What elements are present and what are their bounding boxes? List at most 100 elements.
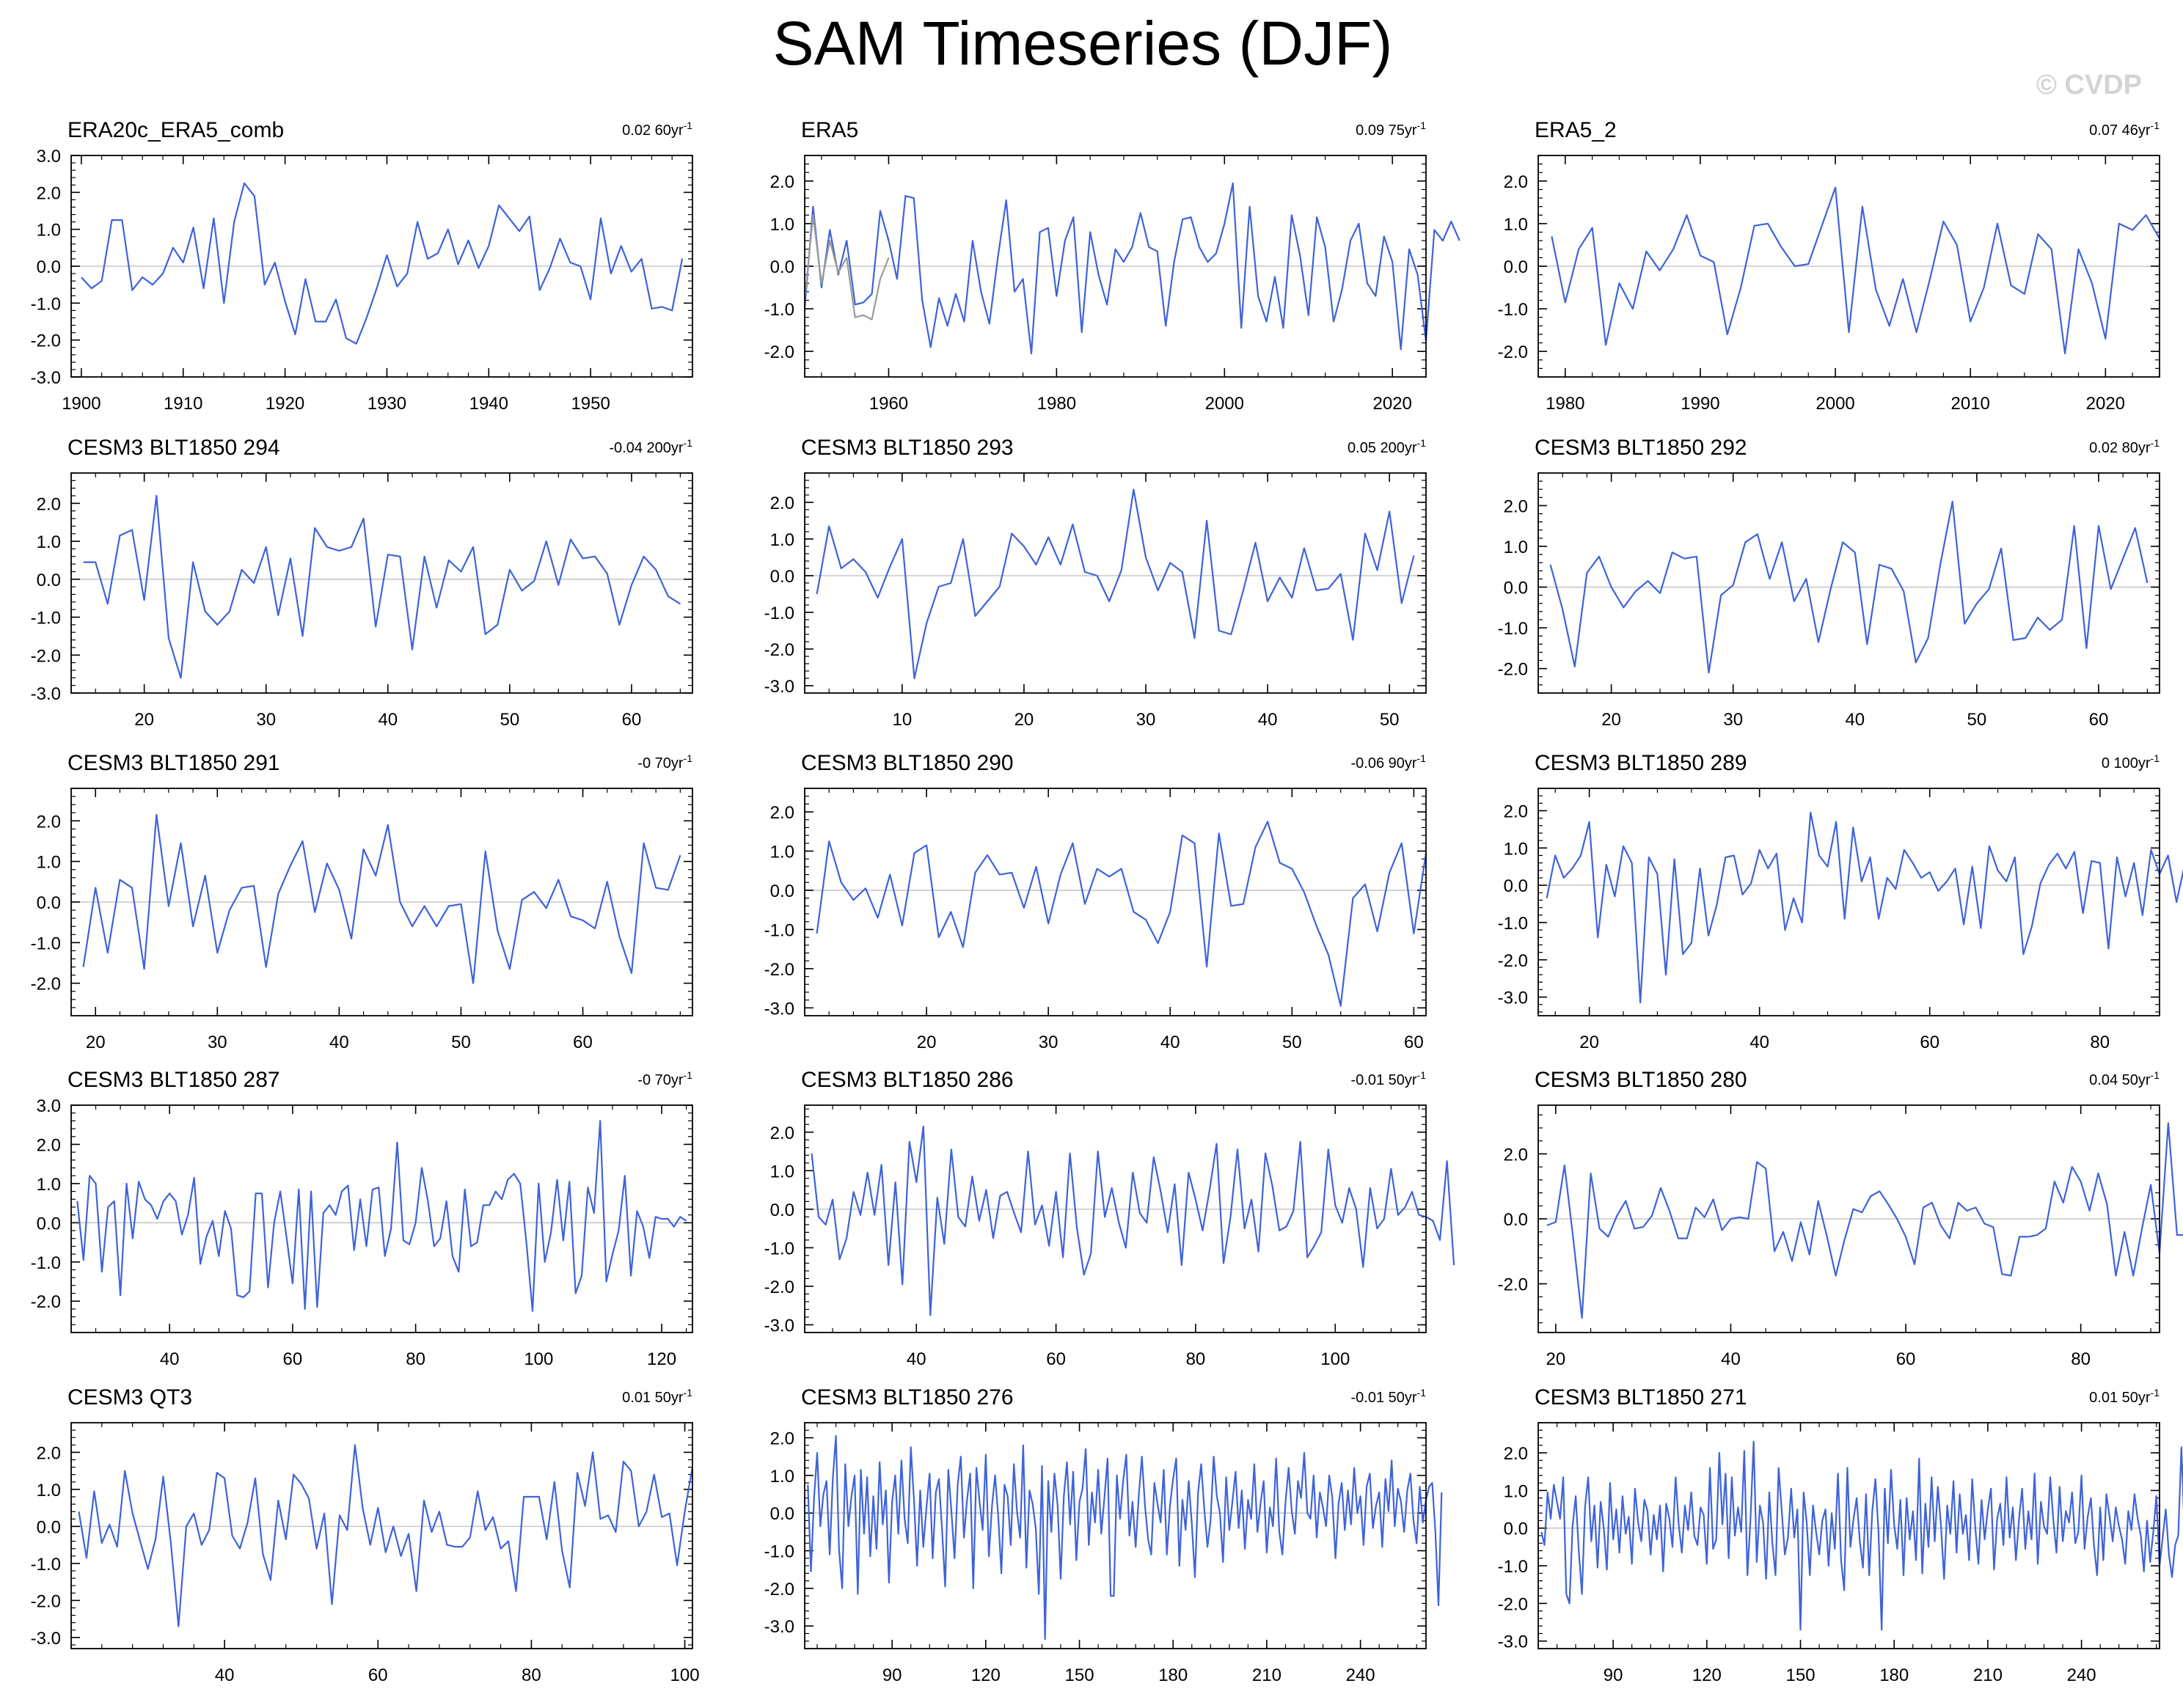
x-tick-label: 40: [1258, 710, 1278, 730]
panel-6: CESM3 BLT1850 292 0.02 80yr-1 -2.0 -1.0 0.0 1…: [1498, 436, 2160, 730]
x-tick-label: 20: [1579, 1033, 1599, 1052]
y-tick-label: 0.0: [37, 1517, 61, 1537]
y-tick-label: 1.0: [1504, 538, 1528, 557]
y-tick-label: 0.0: [770, 1201, 794, 1220]
x-tick-label: 50: [1967, 710, 1987, 730]
x-tick-label: 2000: [1205, 394, 1244, 414]
panel-2: ERA5 0.09 75yr-1 -2.0 -1.0 0.0 1.0 2.0 1960 1980…: [764, 118, 1460, 414]
y-tick-label: 1.0: [1504, 1481, 1528, 1501]
y-tick-label: 2.0: [37, 1135, 61, 1155]
x-tick-label: 1930: [368, 394, 406, 414]
x-tick-label: 20: [1546, 1349, 1566, 1369]
x-tick-label: 100: [524, 1349, 553, 1369]
plot-frame: [70, 155, 693, 378]
y-tick-label: 2.0: [37, 812, 61, 832]
y-tick-label: -2.0: [1498, 951, 1528, 971]
x-tick-label: 20: [134, 710, 154, 730]
y-tick-label: 1.0: [1504, 215, 1528, 235]
x-tick-label: 80: [406, 1349, 425, 1369]
x-tick-label: 120: [1692, 1665, 1722, 1685]
y-tick-label: 0.0: [770, 257, 794, 277]
y-tick-label: 0.0: [37, 571, 61, 590]
y-tick-label: 1.0: [37, 221, 61, 241]
x-tick-label: 60: [368, 1665, 388, 1685]
x-tick-label: 2010: [1951, 394, 1990, 414]
x-tick-label: 80: [1186, 1349, 1206, 1369]
y-tick-label: 0.0: [770, 1504, 794, 1524]
cvdp-watermark: © CVDP: [2036, 70, 2142, 100]
y-tick-label: -2.0: [31, 975, 61, 994]
y-tick-label: 0.0: [1504, 1520, 1528, 1539]
y-tick-label: -1.0: [31, 294, 61, 314]
panel-title: ERA20c_ERA5_comb: [67, 118, 284, 142]
plot-frame: [804, 472, 1427, 694]
y-tick-label: -2.0: [764, 1580, 794, 1599]
y-tick-label: 0.0: [1504, 257, 1528, 277]
x-tick-label: 50: [1282, 1033, 1302, 1052]
y-tick-label: -1.0: [31, 1253, 61, 1273]
panel-3: ERA5_2 0.07 46yr-1 -2.0 -1.0 0.0 1.0 2.0 1980 19…: [1498, 118, 2160, 414]
plot-frame: [70, 1422, 693, 1649]
panel-9: CESM3 BLT1850 289 0 100yr-1 -3.0 -2.0 -1.0 0.…: [1498, 751, 2183, 1052]
x-tick-label: 60: [1046, 1349, 1066, 1369]
trend-label: 0.02 80yr-1: [2089, 437, 2160, 456]
trend-label: 0 100yr-1: [2102, 752, 2160, 771]
x-tick-label: 40: [1749, 1033, 1769, 1052]
y-tick-label: 2.0: [770, 494, 794, 513]
y-tick-label: -2.0: [764, 342, 794, 362]
x-tick-label: 120: [971, 1665, 1001, 1685]
series-line: [807, 1434, 1443, 1641]
y-tick-label: -2.0: [764, 1278, 794, 1297]
y-tick-label: 0.0: [770, 882, 794, 901]
x-tick-label: 60: [573, 1033, 593, 1052]
x-tick-label: 240: [2067, 1665, 2096, 1685]
y-tick-label: -2.0: [1498, 342, 1528, 362]
panel-title: CESM3 BLT1850 290: [801, 751, 1014, 775]
panel-title: CESM3 BLT1850 286: [801, 1068, 1014, 1092]
series-line: [816, 488, 1415, 680]
y-tick-label: 2.0: [1504, 1145, 1528, 1165]
trend-label: 0.01 50yr-1: [2089, 1387, 2160, 1406]
y-tick-label: 1.0: [770, 215, 794, 235]
y-tick-label: -2.0: [1498, 1594, 1528, 1614]
panel-7: CESM3 BLT1850 291 -0 70yr-1 -2.0 -1.0 0.0 1.0…: [31, 751, 693, 1052]
x-tick-label: 20: [86, 1033, 106, 1052]
y-tick-label: 1.0: [770, 1162, 794, 1181]
y-tick-label: -2.0: [1498, 1275, 1528, 1295]
panel-10: CESM3 BLT1850 287 -0 70yr-1 -2.0 -1.0 0.0 1.0…: [31, 1068, 693, 1369]
x-tick-label: 150: [1786, 1665, 1815, 1685]
y-tick-label: -3.0: [31, 368, 61, 388]
plot-frame: [804, 1422, 1427, 1649]
y-tick-label: 1.0: [37, 853, 61, 873]
panel-8: CESM3 BLT1850 290 -0.06 90yr-1 -3.0 -2.0 -1.…: [764, 751, 1427, 1052]
panel-title: CESM3 BLT1850 294: [67, 436, 280, 460]
y-tick-label: -2.0: [764, 960, 794, 980]
y-tick-label: -1.0: [764, 1239, 794, 1258]
trend-label: -0.01 50yr-1: [1350, 1387, 1426, 1406]
plot-frame: [1537, 1104, 2160, 1333]
x-tick-label: 60: [1896, 1349, 1916, 1369]
y-tick-label: -1.0: [31, 934, 61, 953]
y-tick-label: 1.0: [37, 1481, 61, 1500]
series-line: [803, 182, 1460, 355]
y-tick-label: -1.0: [31, 1555, 61, 1575]
trend-label: -0 70yr-1: [637, 1069, 692, 1088]
y-tick-label: -2.0: [31, 646, 61, 666]
x-tick-label: 10: [893, 710, 913, 730]
plot-frame: [70, 1104, 693, 1333]
y-tick-label: -1.0: [764, 920, 794, 940]
series-line: [1546, 811, 2183, 1004]
figure-title: SAM Timeseries (DJF): [773, 9, 1393, 78]
x-tick-label: 50: [500, 710, 520, 730]
series-line: [1540, 1440, 2183, 1631]
y-tick-label: -1.0: [764, 300, 794, 320]
series-line: [82, 813, 681, 984]
x-tick-label: 1910: [164, 394, 202, 414]
plot-frame: [804, 1104, 1427, 1333]
panel-title: CESM3 BLT1850 292: [1535, 436, 1747, 460]
y-tick-label: -3.0: [764, 1617, 794, 1637]
x-tick-label: 80: [522, 1665, 541, 1685]
y-tick-label: 2.0: [770, 1124, 794, 1143]
y-tick-label: 0.0: [1504, 876, 1528, 896]
y-tick-label: -3.0: [764, 677, 794, 697]
